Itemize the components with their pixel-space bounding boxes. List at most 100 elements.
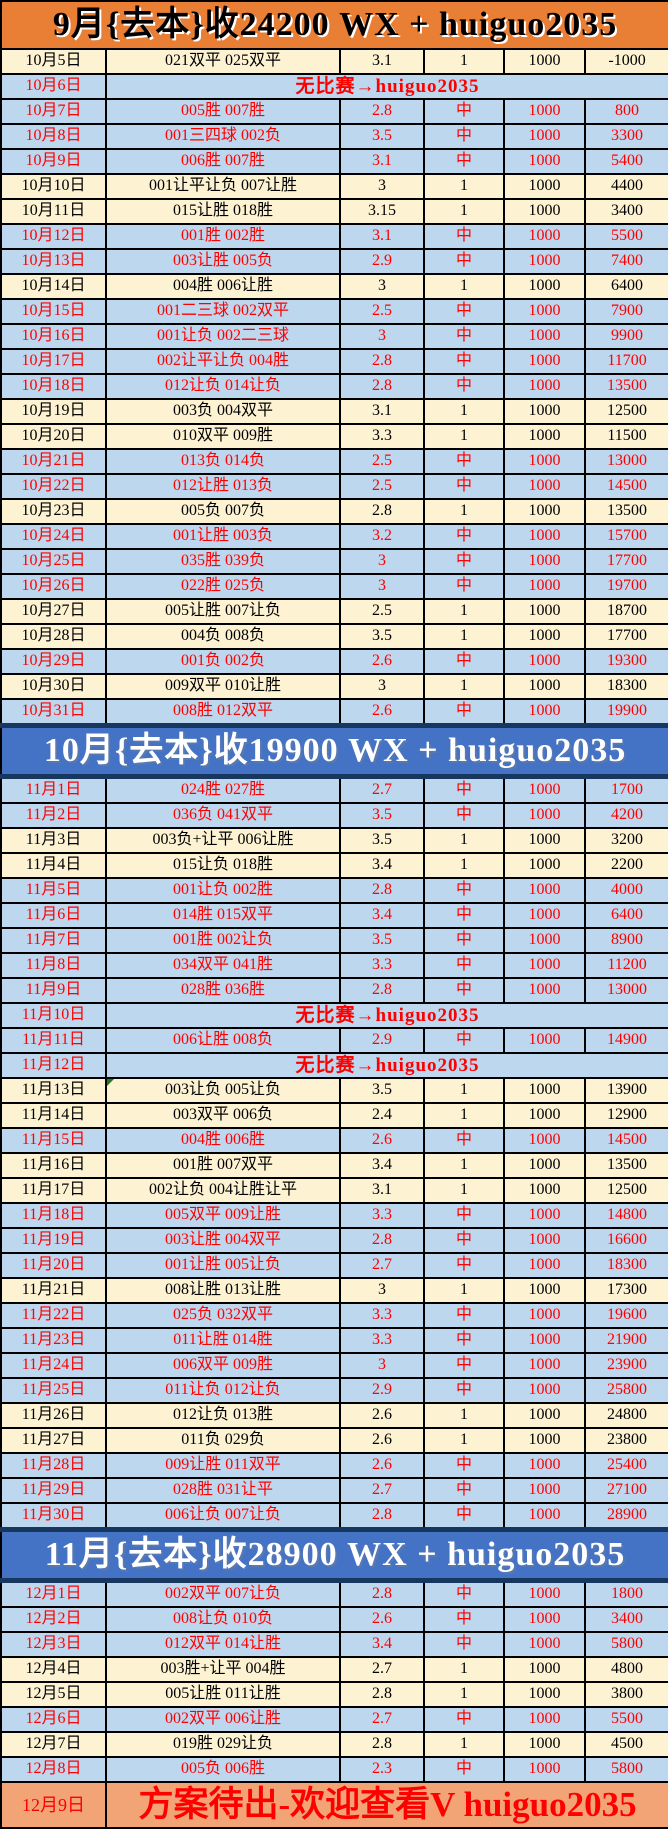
stake-cell: 1000 [503,1352,586,1379]
profit-cell: 14500 [583,473,668,500]
stake-cell: 1000 [503,1177,586,1204]
profit-cell: 11500 [583,423,668,450]
date-cell: 11月2日 [0,802,107,829]
result-cell: 1 [423,1402,505,1429]
odds-cell: 3.5 [339,623,425,650]
profit-cell: 7900 [583,298,668,325]
picks-cell: 009双平 010让胜 [105,673,341,700]
profit-cell: 19900 [583,698,668,727]
date-cell: 11月17日 [0,1177,107,1204]
odds-cell: 2.3 [339,1756,425,1783]
month-summary-header: 10月{去本}收19900 WX + huiguo2035 [0,723,668,779]
date-cell: 10月31日 [0,698,107,727]
profit-cell: 7400 [583,248,668,275]
result-cell: 中 [423,1452,505,1479]
date-cell: 12月2日 [0,1606,107,1633]
picks-cell: 008让负 010负 [105,1606,341,1633]
stake-cell: 1000 [503,927,586,954]
stake-cell: 1000 [503,1756,586,1783]
odds-cell: 2.9 [339,248,425,275]
result-cell: 中 [423,1202,505,1229]
date-cell: 10月29日 [0,648,107,675]
picks-cell: 003胜+让平 004胜 [105,1656,341,1683]
picks-cell: 005负 007负 [105,498,341,525]
table-row: 11月16日 001胜 007双平 3.4 1 1000 13500 [0,1152,668,1179]
date-cell: 11月5日 [0,877,107,904]
picks-cell: 011让负 012让负 [105,1377,341,1404]
stake-cell: 1000 [503,648,586,675]
result-cell: 1 [423,1102,505,1129]
picks-cell: 001让负 002胜 [105,877,341,904]
table-row: 11月29日 028胜 031让平 2.7 中 1000 27100 [0,1477,668,1504]
odds-cell: 2.8 [339,1681,425,1708]
date-cell: 10月13日 [0,248,107,275]
picks-cell: 012双平 014让胜 [105,1631,341,1658]
stake-cell: 1000 [503,448,586,475]
profit-cell: 3400 [583,198,668,225]
stake-cell: 1000 [503,48,586,75]
result-cell: 1 [423,1177,505,1204]
stake-cell: 1000 [503,398,586,425]
date-cell: 10月30日 [0,673,107,700]
date-cell: 12月3日 [0,1631,107,1658]
profit-cell: 3800 [583,1681,668,1708]
odds-cell: 2.5 [339,448,425,475]
table-row: 11月30日 006让负 007让负 2.8 中 1000 28900 [0,1502,668,1531]
profit-cell: 13900 [583,1077,668,1104]
odds-cell: 3.4 [339,852,425,879]
picks-cell: 015让胜 018胜 [105,198,341,225]
stake-cell: 1000 [503,1427,586,1454]
picks-cell: 013负 014负 [105,448,341,475]
result-cell: 1 [423,1731,505,1758]
profit-cell: 14800 [583,1202,668,1229]
date-cell: 10月14日 [0,273,107,300]
result-cell: 中 [423,223,505,250]
odds-cell: 3.5 [339,123,425,150]
stake-cell: 1000 [503,1681,586,1708]
stake-cell: 1000 [503,623,586,650]
picks-cell: 022胜 025负 [105,573,341,600]
date-cell: 11月29日 [0,1477,107,1504]
table-row: 10月11日 015让胜 018胜 3.15 1 1000 3400 [0,198,668,225]
picks-cell: 021双平 025双平 [105,48,341,75]
result-cell: 中 [423,977,505,1004]
stake-cell: 1000 [503,1631,586,1658]
cell-note-marker-icon [108,1080,114,1086]
picks-cell: 001胜 007双平 [105,1152,341,1179]
result-cell: 中 [423,323,505,350]
date-cell: 12月6日 [0,1706,107,1733]
picks-cell: 012让负 013胜 [105,1402,341,1429]
picks-cell: 001让平让负 007让胜 [105,173,341,200]
date-cell: 10月11日 [0,198,107,225]
table-row: 12月8日 005负 006胜 2.3 中 1000 5800 [0,1756,668,1783]
odds-cell: 2.7 [339,1656,425,1683]
date-cell: 10月9日 [0,148,107,175]
profit-cell: 4500 [583,1731,668,1758]
date-cell: 11月13日 [0,1077,107,1104]
stake-cell: 1000 [503,1606,586,1633]
odds-cell: 2.5 [339,598,425,625]
odds-cell: 2.8 [339,877,425,904]
date-cell: 11月7日 [0,927,107,954]
date-cell: 10月24日 [0,523,107,550]
result-cell: 中 [423,1027,505,1054]
profit-cell: 4000 [583,877,668,904]
date-cell: 11月25日 [0,1377,107,1404]
stake-cell: 1000 [503,1731,586,1758]
odds-cell: 2.5 [339,298,425,325]
odds-cell: 2.6 [339,1452,425,1479]
odds-cell: 3 [339,173,425,200]
picks-cell: 001三四球 002负 [105,123,341,150]
table-row: 12月4日 003胜+让平 004胜 2.7 1 1000 4800 [0,1656,668,1683]
picks-cell: 006胜 007胜 [105,148,341,175]
odds-cell: 2.6 [339,1127,425,1154]
odds-cell: 2.7 [339,1477,425,1504]
date-cell: 11月6日 [0,902,107,929]
profit-cell: 12900 [583,1102,668,1129]
table-row: 11月8日 034双平 041胜 3.3 中 1000 11200 [0,952,668,979]
result-cell: 1 [423,423,505,450]
picks-cell: 004胜 006胜 [105,1127,341,1154]
result-cell: 1 [423,273,505,300]
picks-cell: 004负 008负 [105,623,341,650]
picks-cell: 001胜 002胜 [105,223,341,250]
